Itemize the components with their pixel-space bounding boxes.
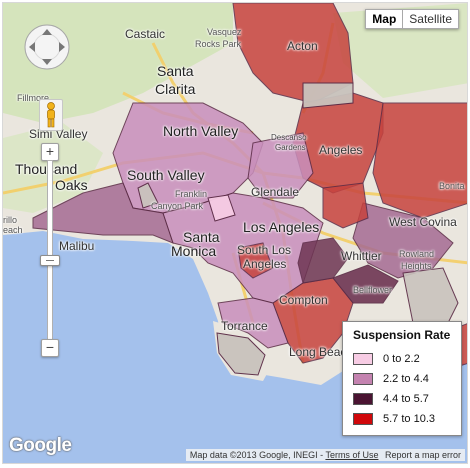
terms-of-use-link[interactable]: Terms of Use	[325, 450, 379, 460]
legend-label: 0 to 2.2	[383, 353, 420, 365]
legend-swatch	[353, 393, 373, 405]
place-south-la-1: South Los	[237, 243, 292, 257]
place-long-beach: Long Beach	[289, 345, 354, 359]
map-canvas[interactable]: Castaic Vasquez Rocks Park Acton Fillmor…	[2, 2, 468, 464]
district-dark-central	[297, 237, 349, 284]
street-view-pegman[interactable]	[39, 99, 63, 131]
legend-label: 5.7 to 10.3	[383, 413, 435, 425]
district-glendale	[247, 132, 314, 199]
attribution-text: Map data ©2013 Google, INEGI -	[189, 450, 324, 460]
place-oaks: Oaks	[55, 177, 88, 193]
place-south-la-2: Angeles	[243, 257, 287, 271]
santa-monica-mountains-area	[3, 123, 103, 213]
legend-item: 4.4 to 5.7	[349, 390, 455, 408]
district-red-east-la	[322, 182, 369, 229]
pan-control[interactable]	[23, 23, 71, 71]
place-canyon-park: Canyon Park	[151, 201, 204, 211]
place-torrance: Torrance	[221, 319, 268, 333]
legend-title: Suspension Rate	[353, 328, 451, 342]
district-east	[372, 102, 467, 219]
place-vasquez: Vasquez	[207, 27, 242, 37]
district-gray-east	[402, 267, 459, 334]
place-glendale: Glendale	[251, 185, 300, 199]
place-rocks-park: Rocks Park	[195, 39, 242, 49]
zoom-slider-handle[interactable]	[40, 255, 60, 266]
district-gray-peninsula	[216, 332, 266, 376]
legend-label: 4.4 to 5.7	[383, 393, 429, 405]
zoom-out-button[interactable]: −	[41, 339, 59, 357]
pan-up-icon[interactable]	[42, 29, 52, 35]
place-fillmore: Fillmore	[17, 93, 50, 103]
place-beach: each	[3, 225, 23, 235]
place-west-covina: West Covina	[389, 215, 457, 229]
place-compton: Compton	[279, 293, 328, 307]
pan-down-icon[interactable]	[42, 59, 52, 65]
district-red-south-la	[237, 242, 274, 279]
legend-swatch	[353, 413, 373, 425]
district-gray-valley	[137, 182, 159, 209]
google-logo[interactable]: Google	[9, 435, 72, 456]
legend-item: 0 to 2.2	[349, 350, 455, 368]
map-attribution: Map data ©2013 Google, INEGI - Terms of …	[185, 449, 465, 461]
zoom-slider-track[interactable]	[47, 160, 53, 340]
pan-left-icon[interactable]	[29, 42, 35, 52]
legend: Suspension Rate 0 to 2.2 2.2 to 4.4 4.4 to…	[342, 321, 462, 436]
place-los-angeles: Los Angeles	[243, 219, 320, 235]
place-gardens: Gardens	[275, 143, 306, 152]
place-bonita: Bonita	[439, 181, 465, 191]
place-santa-monica-2: Monica	[171, 243, 217, 259]
place-north-valley: North Valley	[163, 123, 239, 139]
district-gray-north	[302, 82, 354, 109]
place-thousand: Thousand	[15, 161, 77, 177]
map-type-map-button[interactable]: Map	[365, 9, 404, 29]
legend-label: 2.2 to 4.4	[383, 373, 429, 385]
place-rowland: Rowland	[399, 249, 435, 259]
legend-items: 0 to 2.2 2.2 to 4.4 4.4 to 5.7 5.7 to 10.3	[349, 350, 455, 428]
place-santa-monica-1: Santa	[183, 229, 220, 245]
map-type-satellite-button[interactable]: Satellite	[403, 9, 459, 29]
place-franklin: Franklin	[175, 189, 208, 199]
place-clarita: Clarita	[155, 81, 196, 97]
report-map-error-link[interactable]: Report a map error	[384, 450, 461, 460]
place-cabrillo: rillo	[3, 215, 18, 225]
place-acton: Acton	[287, 39, 318, 53]
district-torrance	[217, 297, 289, 349]
zoom-in-button[interactable]: +	[41, 143, 59, 161]
place-south-valley: South Valley	[127, 167, 205, 183]
district-dark-east	[332, 264, 399, 304]
map-type-control: Map Satellite	[365, 9, 459, 29]
place-descanso: Descanso	[271, 133, 307, 142]
school-districts	[32, 3, 467, 376]
legend-swatch	[353, 373, 373, 385]
place-heights: Heights	[401, 261, 432, 271]
legend-item: 5.7 to 10.3	[349, 410, 455, 428]
district-light-center	[207, 194, 236, 222]
place-malibu: Malibu	[59, 239, 95, 253]
place-castaic: Castaic	[125, 27, 166, 41]
place-bellflower: Bellflower	[353, 285, 393, 295]
place-angeles: Angeles	[319, 143, 363, 157]
legend-swatch	[353, 353, 373, 365]
pan-right-icon[interactable]	[59, 42, 65, 52]
legend-item: 2.2 to 4.4	[349, 370, 455, 388]
place-santa: Santa	[157, 63, 194, 79]
pegman-icon	[47, 102, 55, 128]
place-whittier: Whittier	[341, 249, 382, 263]
